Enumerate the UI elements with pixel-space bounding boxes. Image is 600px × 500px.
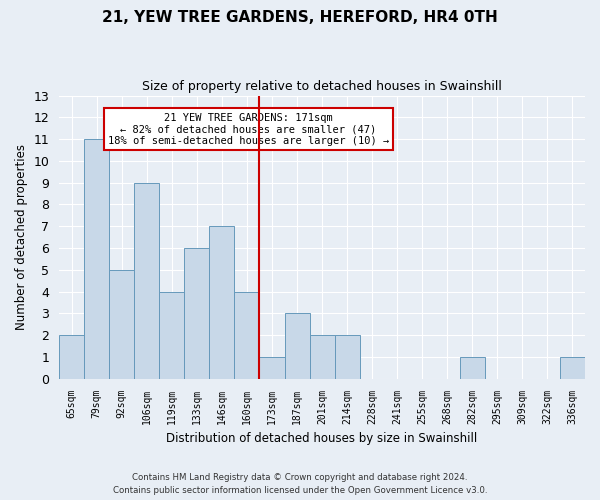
Bar: [460, 357, 485, 378]
Bar: [284, 314, 310, 378]
Bar: [184, 248, 209, 378]
X-axis label: Distribution of detached houses by size in Swainshill: Distribution of detached houses by size …: [166, 432, 478, 445]
Bar: [84, 139, 109, 378]
Bar: [310, 335, 335, 378]
Bar: [235, 292, 259, 378]
Bar: [160, 292, 184, 378]
Y-axis label: Number of detached properties: Number of detached properties: [15, 144, 28, 330]
Bar: [259, 357, 284, 378]
Bar: [109, 270, 134, 378]
Bar: [209, 226, 235, 378]
Text: 21 YEW TREE GARDENS: 171sqm
← 82% of detached houses are smaller (47)
18% of sem: 21 YEW TREE GARDENS: 171sqm ← 82% of det…: [108, 112, 389, 146]
Bar: [560, 357, 585, 378]
Bar: [134, 182, 160, 378]
Text: Contains HM Land Registry data © Crown copyright and database right 2024.
Contai: Contains HM Land Registry data © Crown c…: [113, 474, 487, 495]
Bar: [59, 335, 84, 378]
Title: Size of property relative to detached houses in Swainshill: Size of property relative to detached ho…: [142, 80, 502, 93]
Text: 21, YEW TREE GARDENS, HEREFORD, HR4 0TH: 21, YEW TREE GARDENS, HEREFORD, HR4 0TH: [102, 10, 498, 25]
Bar: [335, 335, 359, 378]
